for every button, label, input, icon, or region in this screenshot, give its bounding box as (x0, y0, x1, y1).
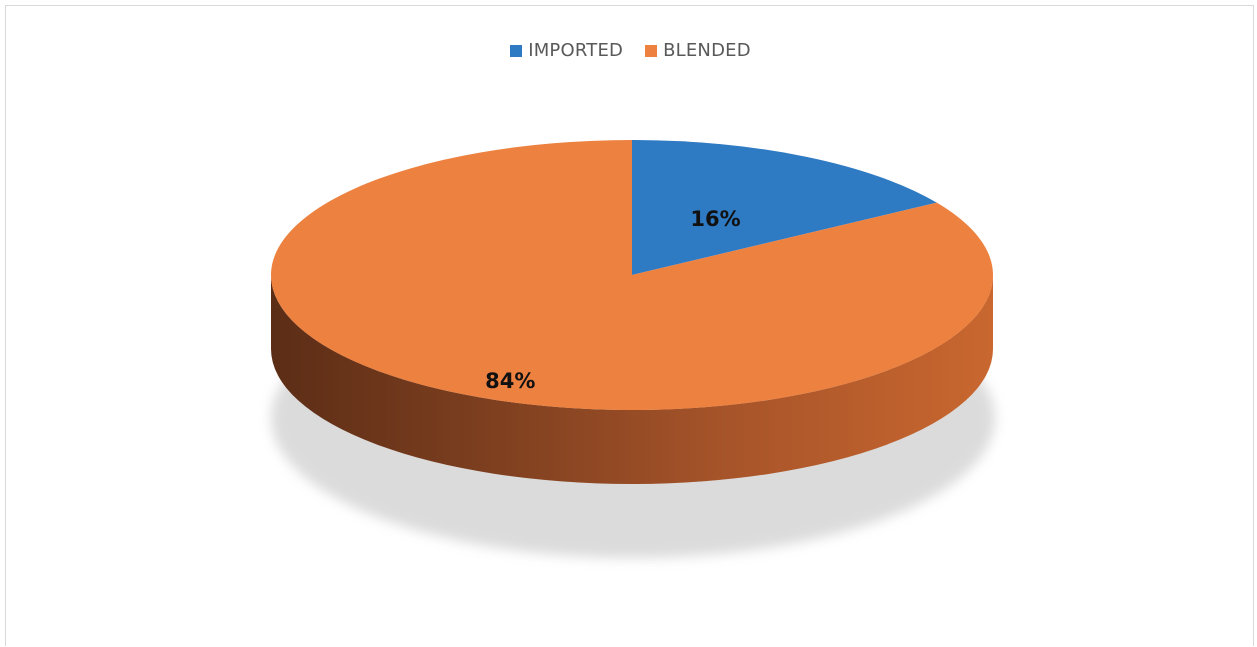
legend-swatch-blended (645, 44, 658, 57)
data-label-imported: 16% (690, 207, 740, 231)
pie-side-blended (271, 275, 993, 484)
legend-label-imported: IMPORTED (528, 40, 624, 61)
legend: IMPORTED BLENDED (6, 40, 1255, 61)
chart-area: IMPORTED BLENDED 16% 84% (5, 5, 1254, 646)
legend-swatch-imported (510, 44, 523, 57)
legend-item-blended: BLENDED (645, 40, 751, 61)
legend-label-blended: BLENDED (663, 40, 751, 61)
data-label-blended: 84% (485, 369, 535, 393)
pie-chart: 16% 84% (270, 140, 995, 558)
pie-slice-blended (270, 140, 993, 410)
pie-slice-imported (632, 140, 937, 275)
legend-item-imported: IMPORTED (510, 40, 623, 61)
